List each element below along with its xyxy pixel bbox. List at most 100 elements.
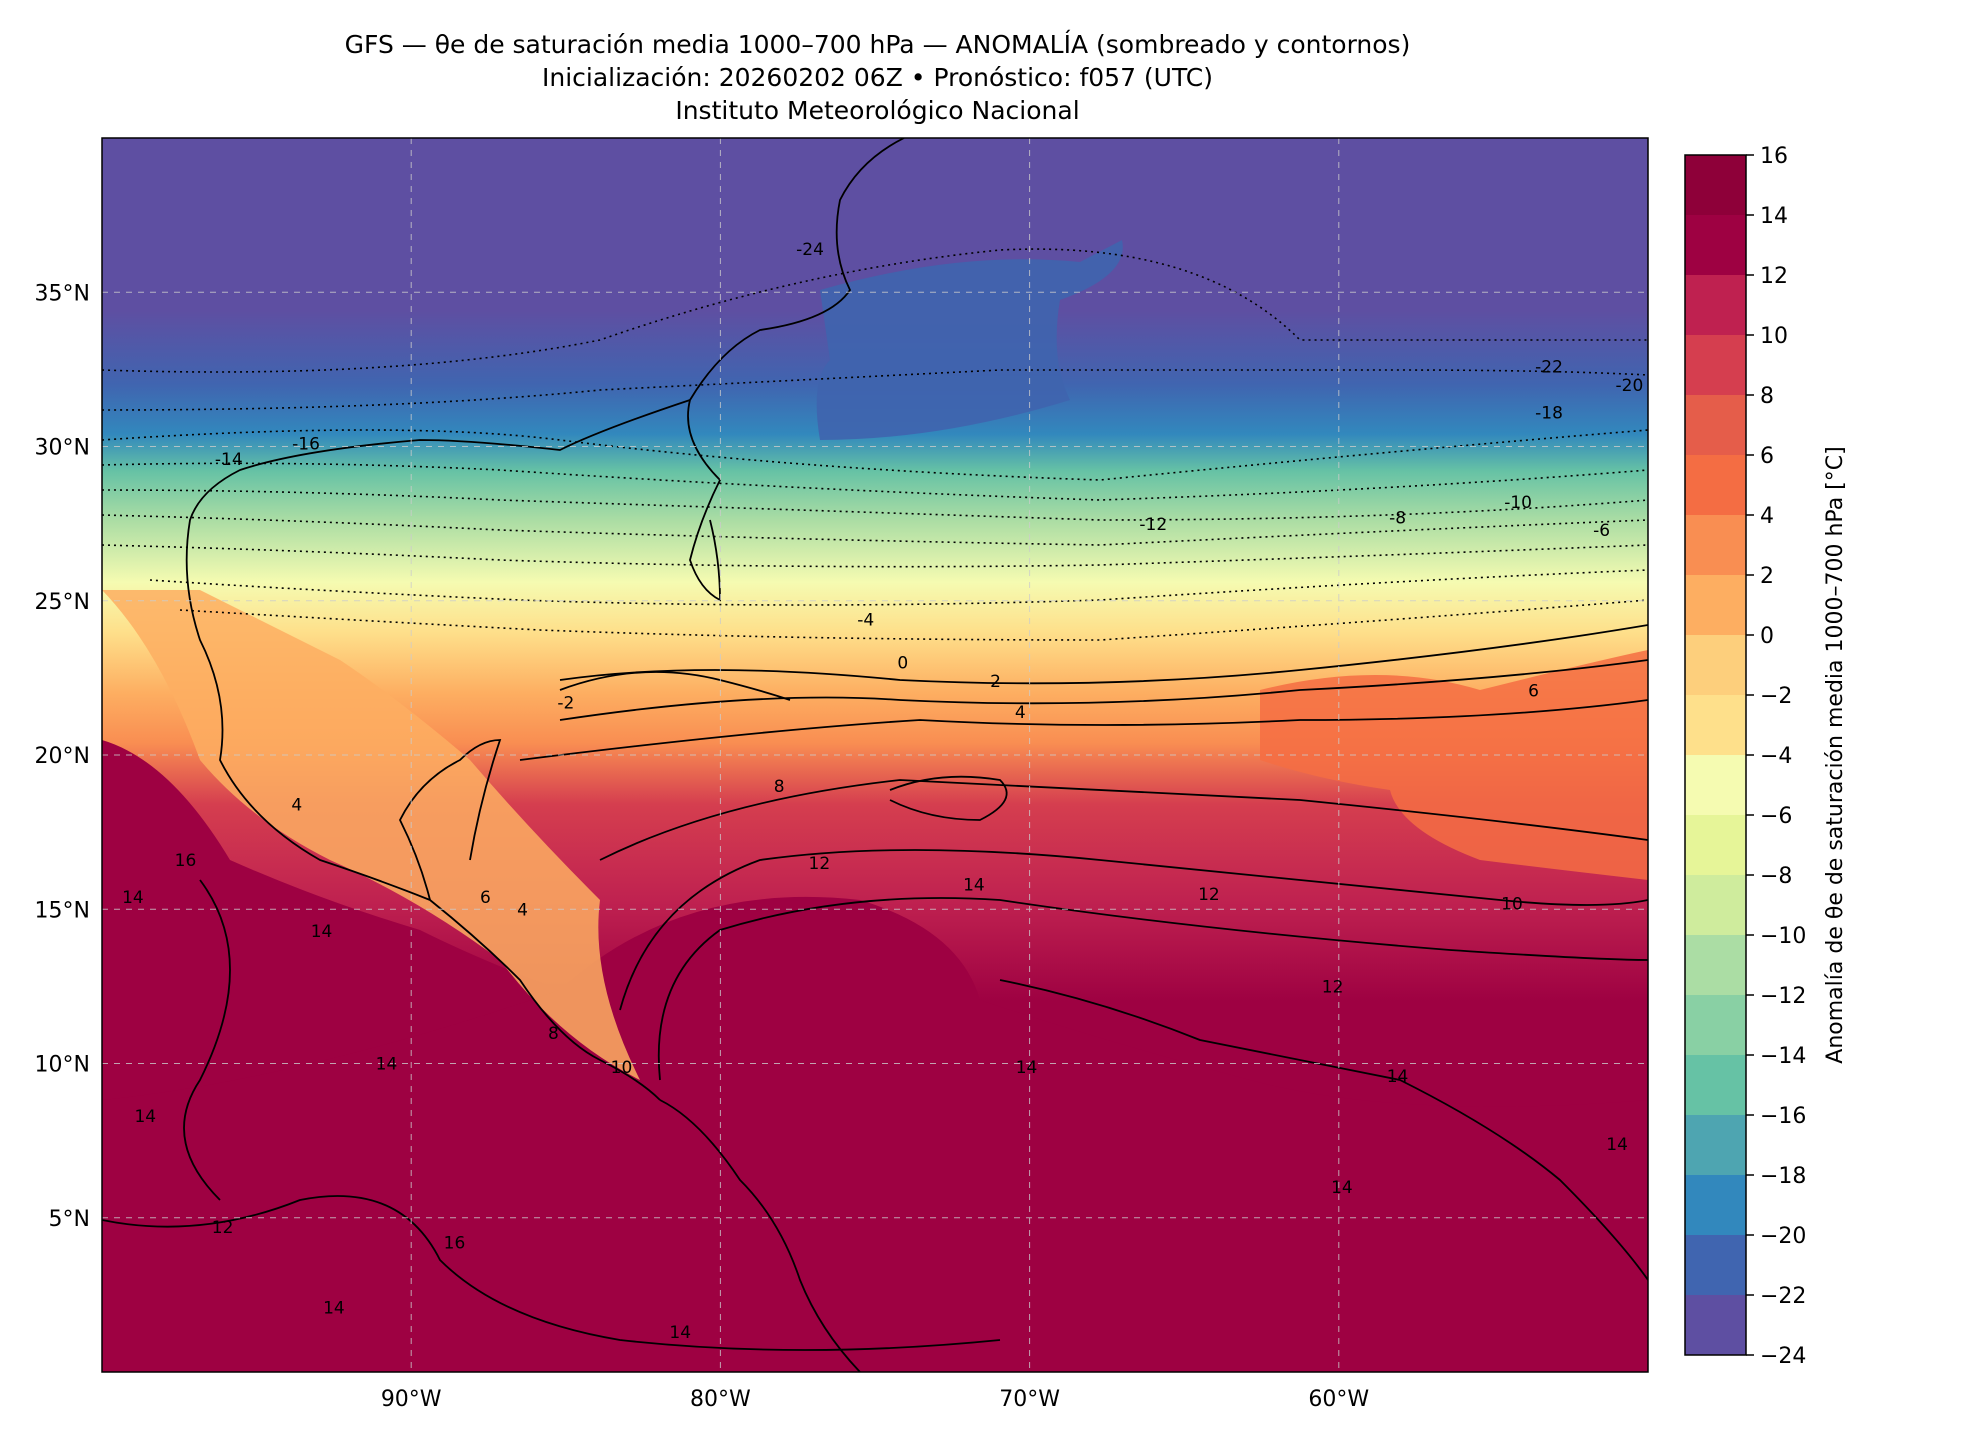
colorbar-tick-label: −20 (1760, 1224, 1806, 1249)
contour-label: 12 (212, 1218, 234, 1238)
colorbar-band (1685, 575, 1746, 635)
colorbar-band (1685, 995, 1746, 1055)
colorbar-tick-label: −18 (1760, 1164, 1806, 1189)
colorbar-tick-label: 8 (1760, 384, 1774, 409)
colorbar-tick-label: −14 (1760, 1044, 1806, 1069)
lat-tick-labels: 35°N 30°N 25°N 20°N 15°N 10°N 5°N (35, 281, 90, 1232)
contour-label: 8 (548, 1024, 559, 1044)
lon-tick-label: 80°W (690, 1387, 751, 1412)
lon-tick-label: 90°W (381, 1387, 442, 1412)
lat-tick-label: 35°N (35, 281, 90, 306)
contour-label: 14 (1387, 1067, 1409, 1087)
colorbar-band (1685, 1295, 1746, 1355)
contour-label: 12 (1198, 885, 1220, 905)
contour-label: 16 (175, 851, 197, 871)
colorbar-band (1685, 635, 1746, 695)
colorbar-band (1685, 515, 1746, 575)
contour-label: 6 (1528, 681, 1539, 701)
contour-label: -2 (557, 694, 574, 714)
colorbar-tick-label: −10 (1760, 924, 1806, 949)
colorbar-band (1685, 395, 1746, 455)
positive-contours (102, 624, 1648, 1351)
colorbar-band (1685, 335, 1746, 395)
contour-label: -14 (215, 450, 243, 470)
colorbar-tick-label: −16 (1760, 1104, 1806, 1129)
contour-label: 14 (323, 1298, 345, 1318)
colorbar-tick-label: 14 (1760, 204, 1788, 229)
colorbar-label: Anomalía de θe de saturación media 1000–… (1823, 446, 1848, 1063)
contour-label: 10 (1501, 894, 1523, 914)
figure-title: GFS — θe de saturación media 1000–700 hP… (344, 30, 1411, 59)
contour-labels: -24-22-20-18-16-14-12-10-8-6-4-202464812… (122, 240, 1643, 1343)
colorbar-band (1685, 455, 1746, 515)
contour-label: 14 (1016, 1058, 1038, 1078)
contour-label: 0 (897, 654, 908, 674)
colorbar-tick-label: −4 (1760, 744, 1792, 769)
contour-label: -22 (1535, 357, 1563, 377)
lon-tick-label: 60°W (1308, 1387, 1369, 1412)
colorbar-tick-label: 4 (1760, 504, 1774, 529)
colorbar-tick-label: 6 (1760, 444, 1774, 469)
colorbar-tick-label: 10 (1760, 324, 1788, 349)
colorbar-band (1685, 215, 1746, 275)
contour-label: 4 (291, 796, 302, 816)
contour-label: 4 (1015, 703, 1026, 723)
lat-tick-label: 15°N (35, 898, 90, 923)
contour-label: 14 (1606, 1135, 1628, 1155)
map-field (102, 138, 1648, 1372)
graticule (102, 138, 1648, 1372)
colorbar-band (1685, 1115, 1746, 1175)
colorbar-band (1685, 815, 1746, 875)
colorbar-band (1685, 1175, 1746, 1235)
negative-contours (102, 248, 1648, 641)
colorbar-tick-label: −6 (1760, 804, 1792, 829)
contour-label: 16 (444, 1234, 466, 1254)
contour-label: 2 (990, 672, 1001, 692)
contour-label: 10 (611, 1058, 633, 1078)
colorbar-tick-label: −2 (1760, 684, 1792, 709)
colorbar-tick-label: −22 (1760, 1284, 1806, 1309)
lat-tick-label: 5°N (49, 1207, 90, 1232)
colorbar-tick-label: 12 (1760, 264, 1788, 289)
lat-tick-label: 20°N (35, 744, 90, 769)
lat-tick-label: 30°N (35, 436, 90, 461)
contour-label: 12 (1322, 978, 1344, 998)
contour-label: 14 (311, 922, 333, 942)
figure-subtitle-institution: Instituto Meteorológico Nacional (675, 96, 1080, 125)
contour-label: -16 (292, 435, 320, 455)
contour-label: 14 (669, 1323, 691, 1343)
hot-anomaly-pacific (102, 740, 560, 1100)
colorbar-band (1685, 275, 1746, 335)
colorbar-band (1685, 875, 1746, 935)
colorbar-tick-label: −12 (1760, 984, 1806, 1009)
contour-label: -24 (796, 240, 824, 260)
contour-label: 14 (376, 1055, 398, 1075)
colorbar-band (1685, 1235, 1746, 1295)
colorbar (1685, 155, 1746, 1355)
contour-label: -12 (1139, 515, 1167, 535)
colorbar-band (1685, 935, 1746, 995)
coastlines (185, 138, 1648, 1372)
contour-label: 14 (122, 888, 144, 908)
contour-label: 4 (517, 900, 528, 920)
contour-label: 6 (480, 888, 491, 908)
contour-label: -18 (1535, 404, 1563, 424)
map-frame (101, 137, 1649, 1373)
colorbar-tick-label: −24 (1760, 1344, 1806, 1369)
lon-tick-label: 70°W (999, 1387, 1060, 1412)
contour-label: 12 (809, 854, 831, 874)
contour-label: -8 (1389, 509, 1406, 529)
lat-tick-label: 10°N (35, 1053, 90, 1078)
warm-anomaly-mexico (102, 590, 640, 1080)
contour-label: -4 (857, 610, 874, 630)
colorbar-tick-label: 16 (1760, 144, 1788, 169)
colorbar-band (1685, 1055, 1746, 1115)
contour-label: 14 (134, 1107, 156, 1127)
colorbar-band (1685, 755, 1746, 815)
colorbar-tick-label: −8 (1760, 864, 1792, 889)
contour-label: -20 (1616, 376, 1644, 396)
lon-tick-labels: 90°W 80°W 70°W 60°W (381, 1387, 1370, 1412)
contour-label: -10 (1504, 493, 1532, 513)
colorbar-band (1685, 155, 1746, 215)
